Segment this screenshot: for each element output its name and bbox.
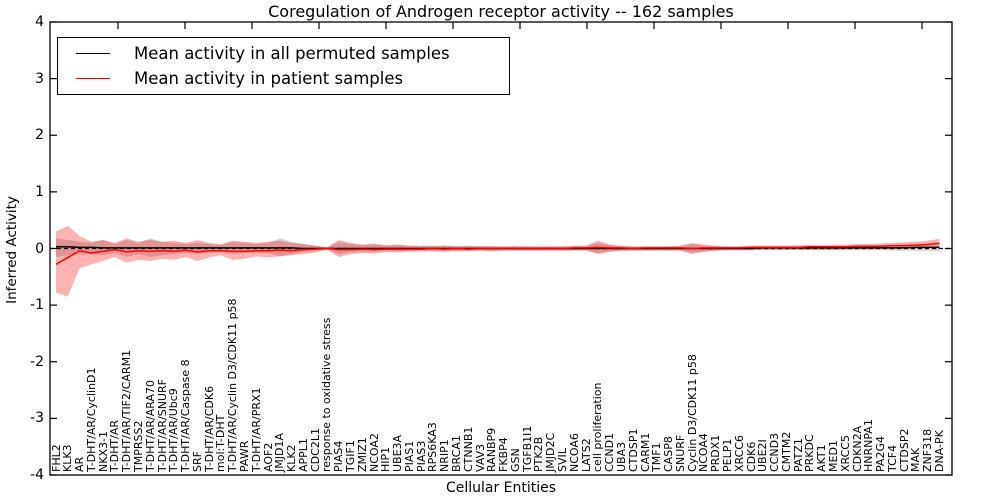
x-tick-label: JMJD2C: [544, 432, 558, 472]
x-tick-label: GSN: [508, 448, 522, 472]
x-tick-label: PATZ1: [791, 438, 805, 472]
x-tick-label: KLK2: [285, 444, 299, 472]
x-tick-label: TMPRSS2: [131, 420, 145, 472]
x-tick-label: PIAS4: [332, 440, 346, 472]
x-tick-label: CCND3: [768, 432, 782, 472]
legend-label-patient: Mean activity in patient samples: [134, 69, 404, 88]
x-axis-label: Cellular Entities: [445, 480, 557, 496]
y-tick-label: -1: [30, 297, 44, 314]
y-tick-label: 1: [35, 183, 44, 200]
x-tick-label: PTK2B: [532, 436, 546, 472]
x-tick-label: T-DHT/AR: [108, 419, 122, 472]
x-tick-label: LATS2: [579, 438, 593, 472]
x-tick-label: CTDSP1: [626, 428, 640, 472]
x-tick-label: PAWR: [237, 440, 251, 472]
x-tick-label: T-DHT/AR/Cyclin D3/CDK11 p58: [226, 298, 240, 472]
x-tick-label: FKBP4: [497, 437, 511, 472]
x-tick-label: NKX3-1: [96, 431, 110, 472]
x-tick-label: mol:T-DHT: [214, 414, 228, 472]
x-tick-label: PRKDC: [803, 434, 817, 472]
x-tick-label: VAV3: [473, 443, 487, 472]
x-tick-label: TCF4: [885, 444, 899, 472]
x-tick-label: APPL1: [296, 438, 310, 472]
x-tick-label: SRF: [190, 451, 204, 472]
legend-label-permuted: Mean activity in all permuted samples: [134, 44, 450, 63]
x-tick-label: CARM1: [638, 432, 652, 472]
x-tick-label: T-DHT/AR/SNURF: [155, 379, 169, 472]
x-tick-label: CMTM2: [779, 431, 793, 472]
x-tick-label: CDKN2A: [850, 425, 864, 472]
x-tick-label: CCND1: [603, 432, 617, 472]
x-tick-label: T-DHT/AR/Ubc9: [167, 388, 181, 472]
x-tick-label: PA2G4: [874, 436, 888, 472]
y-tick-label: -4: [30, 467, 44, 483]
x-tick-label: CTNNB1: [461, 426, 475, 472]
x-tick-label: PRDX1: [709, 434, 723, 472]
x-tick-label: MED1: [826, 440, 840, 472]
y-tick-label: 4: [35, 14, 44, 30]
x-tick-label: T-DHT/AR/Caspase 8: [179, 359, 193, 472]
x-tick-label: KLK3: [61, 444, 75, 472]
x-tick-label: HNRNPA1: [862, 419, 876, 472]
x-tick-label: DNA-PK: [933, 430, 946, 472]
x-tick-label: T-DHT/AR/ARA70: [143, 380, 157, 472]
x-tick-label: TMF1: [650, 442, 664, 472]
x-tick-label: JMJD1A: [273, 433, 287, 472]
legend: Mean activity in all permuted samples Me…: [57, 37, 510, 95]
series-line-1: [55, 242, 940, 266]
x-tick-label: BRCA1: [450, 435, 464, 472]
x-tick-label: CDK6: [744, 441, 758, 472]
legend-item-patient: Mean activity in patient samples: [58, 69, 509, 88]
x-tick-label: AOF2: [261, 442, 275, 472]
y-tick-label: -2: [30, 353, 44, 370]
y-tick-label: -3: [30, 410, 44, 427]
x-tick-label: ZMIZ1: [355, 437, 369, 472]
x-tick-label: XRCC6: [732, 435, 746, 472]
legend-line-patient-icon: [76, 78, 110, 79]
x-tick-label: RPS6KA3: [426, 422, 440, 472]
x-tick-label: HIP1: [379, 446, 393, 472]
x-tick-label: cell proliferation: [591, 382, 605, 472]
x-tick-label: UBA3: [614, 441, 628, 472]
x-tick-label: NCOA2: [367, 433, 381, 472]
x-tick-label: CDC2L1: [308, 428, 322, 472]
x-tick-label: T-DHT/AR/CDK6: [202, 385, 216, 472]
x-tick-label: UBE3A: [391, 434, 405, 472]
x-tick-label: MAK: [909, 447, 923, 472]
x-tick-label: T-DHT/AR/PRX1: [249, 387, 263, 472]
x-tick-label: AKT1: [815, 444, 829, 472]
band-1: [56, 225, 940, 297]
x-tick-label: RANBP9: [485, 427, 499, 472]
y-tick-label: 0: [35, 240, 44, 257]
chart-title: Coregulation of Androgen receptor activi…: [268, 2, 734, 21]
x-tick-label: FHL2: [49, 444, 63, 472]
x-tick-label: PELP1: [720, 438, 734, 472]
band-0: [56, 238, 940, 257]
x-tick-label: NCOA6: [567, 433, 581, 472]
x-tick-label: CTDSP2: [897, 428, 911, 472]
legend-line-permuted-icon: [76, 53, 110, 54]
x-tick-label: SNURF: [673, 434, 687, 472]
x-tick-label: SVIL: [556, 448, 570, 472]
x-tick-label: Cyclin D3/CDK11 p58: [685, 354, 699, 472]
x-tick-label: T-DHT/AR/CyclinD1: [84, 367, 98, 472]
y-tick-label: 2: [35, 127, 44, 144]
legend-item-permuted: Mean activity in all permuted samples: [58, 44, 509, 63]
x-tick-label: CASP8: [662, 436, 676, 472]
x-tick-label: response to oxidative stress: [320, 317, 334, 472]
x-tick-label: ZNF318: [921, 428, 935, 472]
x-tick-label: PIAS1: [402, 440, 416, 472]
x-tick-label: UBE2I: [756, 439, 770, 472]
x-tick-label: XRCC5: [838, 435, 852, 472]
x-tick-label: T-DHT/AR/TIF2/CARM1: [120, 349, 134, 472]
x-tick-label: NCOA4: [697, 433, 711, 472]
x-tick-label: NRIP1: [438, 439, 452, 472]
x-tick-label: AR: [73, 456, 87, 472]
x-tick-label: TGIF1: [344, 440, 357, 472]
y-tick-label: 3: [35, 70, 44, 87]
